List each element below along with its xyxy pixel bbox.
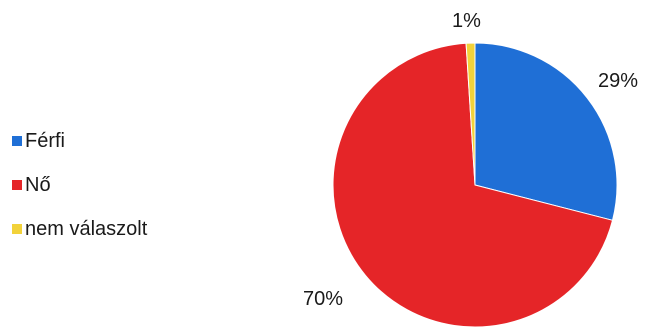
legend: Férfi Nő nem válaszolt [12,130,147,262]
legend-label-ferfi: Férfi [25,129,65,152]
pie-slice-nem-valaszolt [465,42,476,186]
legend-item-no: Nő [12,174,147,196]
data-label-no: 70% [303,288,344,310]
legend-swatch-no [12,180,22,190]
pie-slices [332,42,618,328]
pie-slice-ferfi [474,42,618,221]
data-label-ferfi: 29% [598,70,639,92]
data-label-nem-valaszolt: 1% [452,10,481,32]
legend-swatch-ferfi [12,136,22,146]
legend-item-ferfi: Férfi [12,130,147,152]
legend-swatch-nem-valaszolt [12,224,22,234]
legend-item-nem-valaszolt: nem válaszolt [12,218,147,240]
legend-label-nem-valaszolt: nem válaszolt [25,217,148,240]
legend-label-no: Nő [25,173,51,196]
pie-slice-no [332,42,614,328]
